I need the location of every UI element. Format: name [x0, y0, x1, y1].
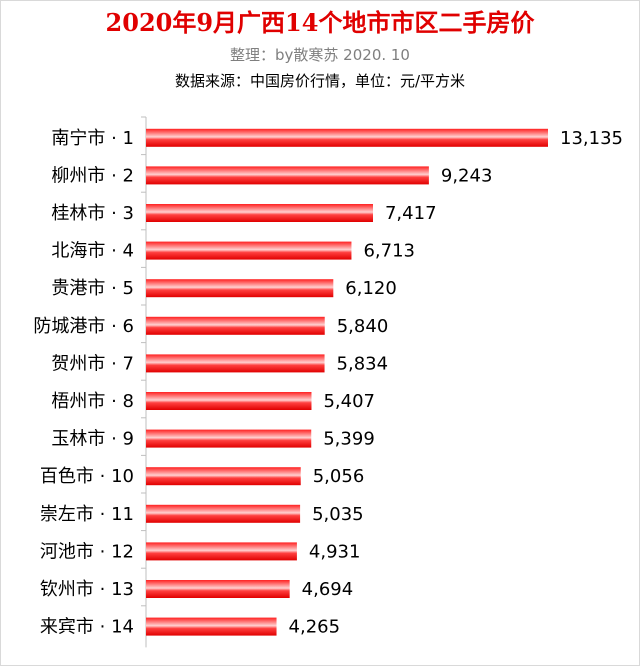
value-label: 6,120 [345, 278, 397, 299]
bar [146, 504, 301, 523]
value-label: 7,417 [385, 203, 437, 224]
value-label: 5,035 [312, 504, 364, 525]
category-label: 贺州市 · 7 [51, 353, 134, 374]
value-label: 5,840 [337, 316, 389, 337]
category-label: 南宁市 · 1 [51, 128, 134, 149]
chart-subtitle: 整理：by散寒苏 2020. 10 [230, 46, 410, 64]
category-label: 贵港市 · 5 [51, 278, 134, 299]
value-label: 9,243 [441, 165, 493, 186]
bar [146, 241, 352, 260]
bar [146, 392, 312, 410]
category-label: 北海市 · 4 [51, 241, 134, 262]
category-label: 百色市 · 10 [40, 466, 134, 487]
chart-title: 2020年9月广西14个地市市区二手房价 [105, 8, 535, 37]
value-label: 13,135 [560, 128, 623, 149]
category-label: 防城港市 · 6 [33, 316, 134, 337]
bar [146, 354, 325, 373]
category-label: 崇左市 · 11 [40, 504, 134, 525]
value-label: 5,399 [323, 429, 375, 450]
bars-layer [146, 128, 548, 636]
bar [146, 316, 325, 335]
grid-layer [141, 116, 147, 648]
bar [146, 580, 290, 598]
category-label: 梧州市 · 8 [51, 391, 134, 412]
bar [146, 204, 373, 222]
value-label: 5,834 [337, 353, 389, 374]
bar [146, 279, 334, 298]
bar [146, 128, 548, 147]
category-label: 河池市 · 12 [40, 541, 134, 562]
data-source-note: 数据来源：中国房价行情，单位：元/平方米 [174, 72, 466, 90]
value-label: 4,694 [302, 579, 354, 600]
value-label: 4,265 [289, 617, 341, 638]
category-label: 桂林市 · 3 [51, 203, 134, 224]
value-label: 5,056 [313, 466, 365, 487]
category-label: 来宾市 · 14 [40, 617, 134, 638]
value-label: 4,931 [309, 541, 361, 562]
bar [146, 429, 312, 448]
bar [146, 617, 277, 636]
category-label: 玉林市 · 9 [51, 429, 134, 450]
bar [146, 166, 429, 185]
labels-layer: 南宁市 · 1 13,135 柳州市 · 2 9,243 桂林市 · 3 7,417 北海市… [33, 128, 623, 638]
category-label: 钦州市 · 13 [40, 579, 134, 600]
bar [146, 542, 297, 561]
bar [146, 467, 301, 486]
value-label: 6,713 [363, 241, 415, 262]
value-label: 5,407 [323, 391, 375, 412]
category-label: 柳州市 · 2 [51, 165, 134, 186]
